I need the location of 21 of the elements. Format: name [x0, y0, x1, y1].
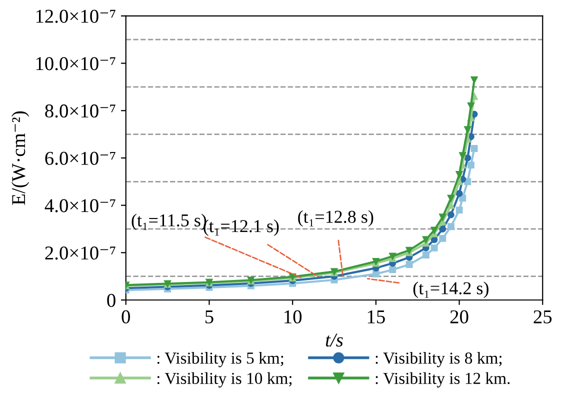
x-tick-label: 15: [368, 310, 385, 324]
y-tick-label: 8.0×10⁻⁷: [45, 104, 116, 118]
x-axis-title: t/s: [326, 334, 343, 347]
y-tick-label: 6.0×10⁻⁷: [45, 152, 116, 165]
annotation: (t₁=14.2 s): [413, 282, 488, 298]
legend-label: : Visibility is 12 km.: [376, 372, 510, 388]
x-tick-label: 10: [284, 310, 302, 324]
legend-label: : Visibility is 5 km;: [157, 352, 284, 368]
y-axis-title: E/(W·cm⁻²): [11, 111, 30, 205]
x-tick-label: 5: [205, 310, 214, 324]
y-tick-label: 4.0×10⁻⁷: [44, 199, 116, 212]
legend-label: : Visibility is 10 km;: [157, 372, 292, 388]
legend-label: : Visibility is 8 km;: [376, 352, 502, 368]
y-tick-label: 12.0×10⁻⁷: [36, 10, 116, 23]
annotation: (t₁=12.8 s): [298, 210, 374, 227]
x-tick-label: 20: [450, 310, 468, 324]
x-tick-label: 0: [122, 310, 130, 324]
x-tick-label: 25: [534, 310, 552, 324]
y-tick-label: 2.0×10⁻⁷: [45, 246, 116, 260]
y-tick-label: 10.0×10⁻⁷: [36, 57, 116, 70]
y-tick-label: 0: [107, 294, 116, 307]
